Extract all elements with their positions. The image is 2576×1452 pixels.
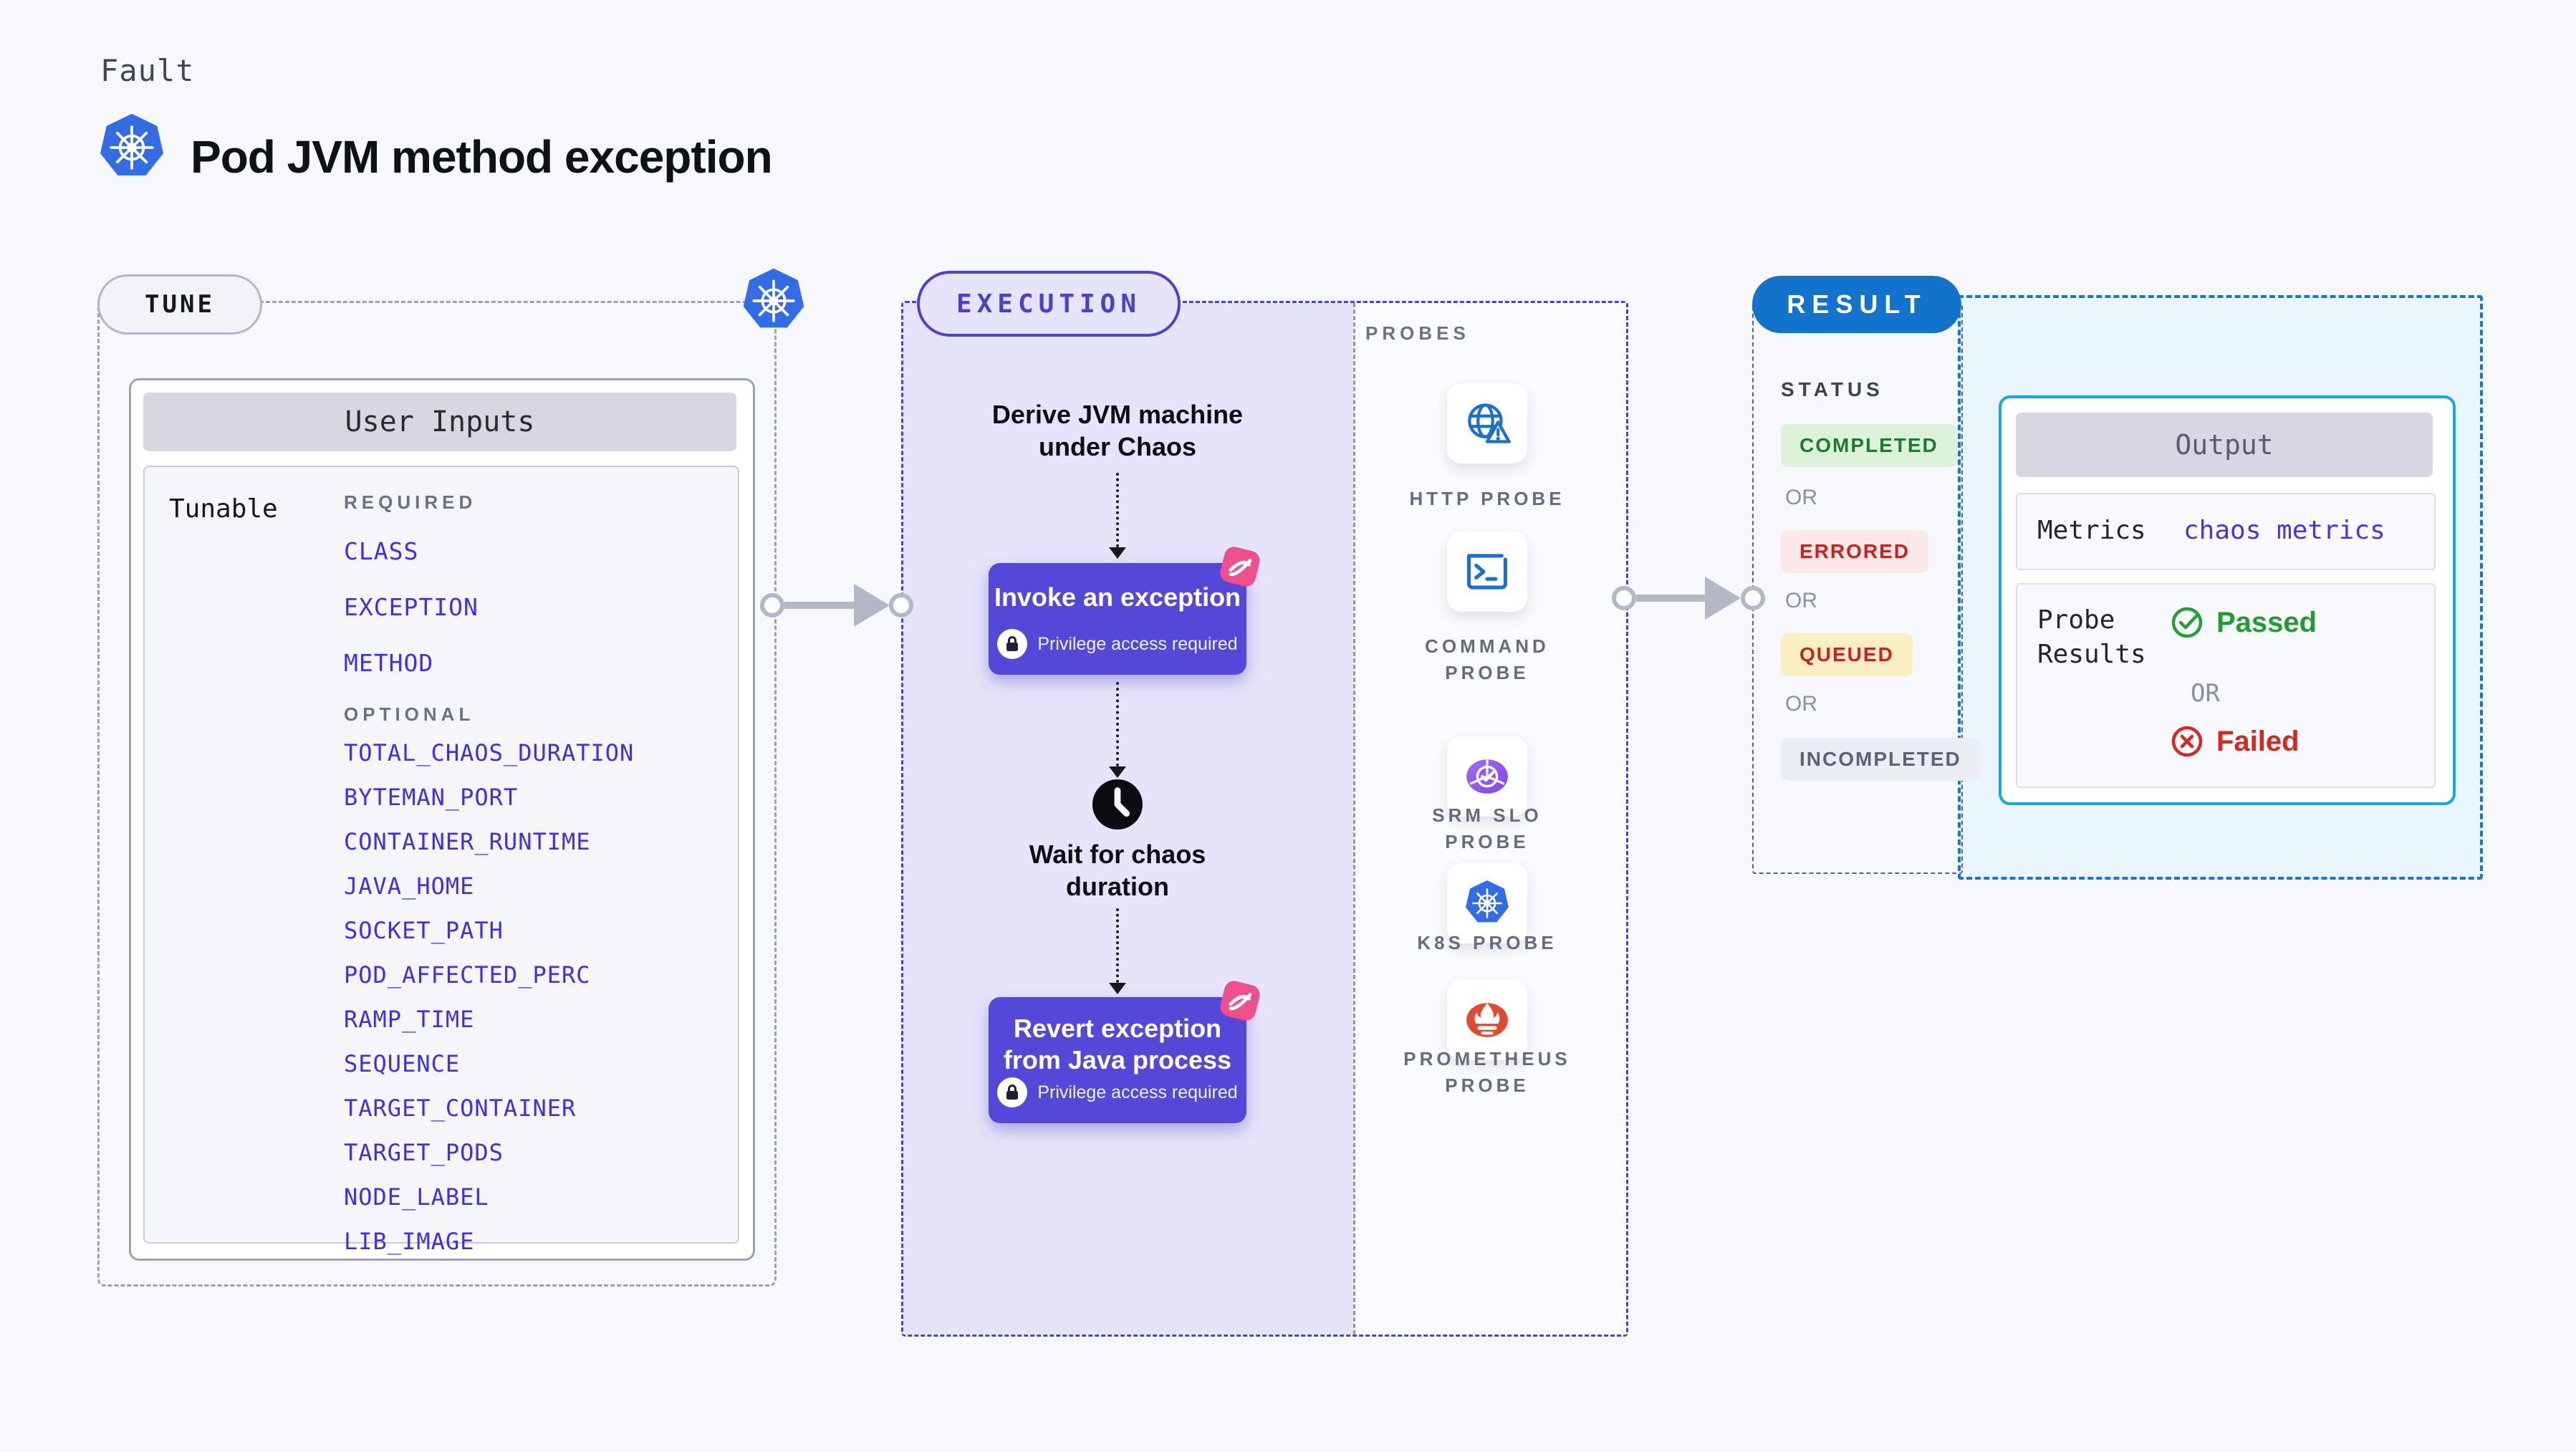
param-ramp-time[interactable]: RAMP_TIME [344, 1006, 475, 1033]
probe-label-http: HTTP PROBE [1409, 488, 1565, 509]
param-byteman-port[interactable]: BYTEMAN_PORT [344, 784, 519, 811]
probes-panel [1353, 303, 1626, 1335]
arrow-down-icon [1109, 547, 1126, 559]
arrow-execution-result [1636, 595, 1706, 602]
required-label: REQUIRED [344, 491, 477, 513]
or-separator: OR [1785, 486, 1817, 509]
flow-connector [1116, 473, 1119, 547]
execution-badge: EXECUTION [917, 271, 1181, 337]
user-inputs-panel [143, 466, 739, 1244]
param-node-label[interactable]: NODE_LABEL [344, 1183, 489, 1211]
param-target-container[interactable]: TARGET_CONTAINER [344, 1095, 577, 1122]
flow-connector [1116, 908, 1119, 983]
metrics-label: Metrics [2037, 516, 2146, 545]
page-title: Pod JVM method exception [191, 131, 773, 183]
kubernetes-icon [743, 268, 804, 328]
arrow-head-icon [854, 584, 890, 627]
user-inputs-title: User Inputs [143, 393, 736, 451]
privilege-note: Privilege access required [989, 629, 1246, 659]
status-chip-completed: COMPLETED [1781, 424, 1957, 467]
connector-dot [1741, 586, 1765, 610]
param-java-home[interactable]: JAVA_HOME [344, 872, 475, 900]
revert-label: Revert exception from Java process [1003, 1014, 1232, 1074]
arrow-down-icon [1109, 766, 1126, 778]
or-separator: OR [2191, 679, 2220, 708]
param-exception[interactable]: EXCEPTION [344, 593, 479, 621]
status-chip-errored: ERRORED [1781, 530, 1929, 573]
x-circle-icon [2171, 726, 2203, 757]
param-sequence[interactable]: SEQUENCE [344, 1050, 461, 1077]
optional-label: OPTIONAL [344, 703, 475, 725]
lock-icon [997, 1077, 1028, 1107]
param-socket-path[interactable]: SOCKET_PATH [344, 917, 504, 944]
tune-section [97, 301, 777, 1287]
probe-tile-k8s [1447, 863, 1527, 943]
param-total-chaos-duration[interactable]: TOTAL_CHAOS_DURATION [344, 739, 635, 766]
probe-tile-command [1447, 532, 1527, 612]
probe-results-row [2016, 583, 2436, 788]
metrics-row [2016, 493, 2436, 570]
probes-title: PROBES [1365, 322, 1470, 344]
globe-alert-icon [1468, 403, 1511, 443]
or-separator: OR [1785, 589, 1817, 612]
connector-dot [760, 593, 784, 617]
param-pod-affected-perc[interactable]: POD_AFFECTED_PERC [344, 961, 591, 989]
or-separator: OR [1785, 692, 1817, 716]
flow-connector [1116, 682, 1119, 766]
revert-exception-node: Revert exception from Java process Privi… [989, 997, 1246, 1123]
arrow-head-icon [1705, 577, 1741, 620]
passed-label: Passed [2216, 606, 2317, 638]
prometheus-icon [1466, 1003, 1508, 1037]
status-title: STATUS [1781, 378, 1884, 400]
arrow-tune-execution [784, 602, 856, 609]
tune-badge: TUNE [97, 274, 262, 335]
tunable-label: Tunable [169, 494, 278, 524]
derive-step-label: Derive JVM machine under Chaos [991, 400, 1244, 461]
param-class[interactable]: CLASS [344, 537, 419, 565]
probe-label-prometheus: PROMETHEUS PROBE [1403, 1048, 1571, 1096]
arrow-down-icon [1109, 983, 1126, 994]
failed-label: Failed [2216, 725, 2299, 757]
probe-tile-prometheus [1447, 980, 1527, 1060]
kubernetes-icon [1466, 880, 1509, 923]
param-target-pods[interactable]: TARGET_PODS [344, 1139, 504, 1166]
probe-label-srm-slo: SRM SLO PROBE [1432, 804, 1542, 852]
probe-result-failed: Failed [2171, 725, 2299, 758]
probe-tile-http [1447, 383, 1527, 463]
result-badge: RESULT [1752, 276, 1961, 333]
param-method[interactable]: METHOD [344, 649, 434, 677]
param-container-runtime[interactable]: CONTAINER_RUNTIME [344, 828, 591, 855]
privilege-note-text: Privilege access required [1037, 1082, 1238, 1102]
srm-slo-icon [1466, 759, 1508, 794]
invoke-exception-node: Invoke an exception Privilege access req… [989, 563, 1246, 675]
litmus-chaos-icon [1220, 981, 1260, 1021]
privilege-note: Privilege access required [989, 1077, 1246, 1107]
lock-icon [997, 629, 1028, 659]
invoke-label: Invoke an exception [994, 582, 1241, 612]
probe-label-command: COMMAND PROBE [1425, 635, 1549, 683]
optional-param-list: TOTAL_CHAOS_DURATION BYTEMAN_PORT CONTAI… [344, 739, 731, 1272]
fault-kicker: Fault [100, 53, 195, 88]
metrics-value[interactable]: chaos metrics [2183, 516, 2385, 545]
status-chip-queued: QUEUED [1781, 633, 1913, 676]
connector-dot [889, 593, 913, 617]
privilege-note-text: Privilege access required [1037, 633, 1238, 654]
probe-tile-srm-slo [1447, 736, 1527, 817]
terminal-icon [1466, 554, 1508, 590]
output-title: Output [2016, 413, 2433, 477]
clock-icon [1092, 779, 1143, 830]
kubernetes-icon [100, 113, 164, 176]
connector-dot [1612, 586, 1636, 610]
probe-results-label: Probe Results [2037, 605, 2146, 669]
param-lib-image[interactable]: LIB_IMAGE [344, 1228, 475, 1255]
litmus-chaos-icon [1220, 547, 1260, 587]
probe-label-k8s: K8S PROBE [1417, 932, 1557, 953]
probe-result-passed: Passed [2171, 606, 2317, 639]
status-chip-incompleted: INCOMPLETED [1781, 738, 1980, 781]
wait-step-label: Wait for chaos duration [1029, 840, 1206, 901]
check-circle-icon [2171, 607, 2203, 638]
